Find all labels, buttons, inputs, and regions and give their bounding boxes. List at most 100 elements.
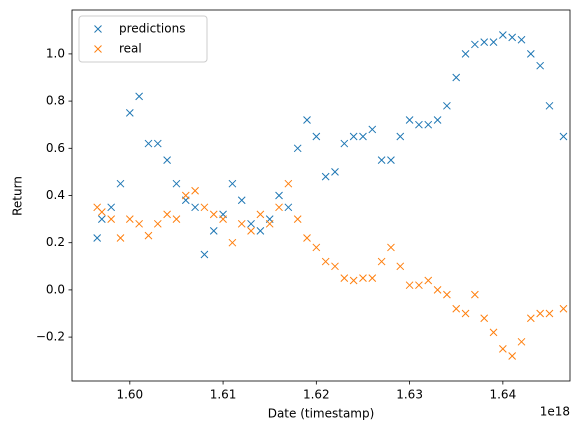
point — [275, 191, 283, 200]
point — [461, 50, 470, 58]
x-tick-label: 1.61 — [210, 388, 237, 402]
y-tick-label: 0.2 — [46, 235, 65, 249]
point — [209, 227, 218, 235]
point — [237, 196, 246, 205]
point — [153, 139, 162, 148]
x-tick-label: 1.64 — [489, 388, 516, 402]
point — [424, 120, 433, 129]
point — [377, 257, 386, 266]
y-tick-label: 0.0 — [46, 282, 65, 296]
point — [312, 243, 321, 252]
point — [321, 172, 330, 181]
legend-marker — [94, 25, 102, 33]
point — [191, 203, 199, 212]
legend-label: real — [119, 42, 142, 56]
y-tick-label: 0.4 — [46, 188, 65, 202]
point — [349, 276, 358, 285]
point — [471, 40, 479, 49]
point — [172, 215, 181, 223]
point — [331, 168, 339, 176]
point — [368, 125, 377, 134]
point — [559, 304, 568, 313]
point — [359, 132, 367, 141]
y-tick-label: 0.6 — [46, 141, 65, 155]
point — [545, 309, 554, 318]
point — [135, 92, 143, 101]
point — [331, 262, 339, 271]
y-tick-label: −0.2 — [36, 330, 65, 344]
point — [377, 156, 386, 164]
point — [480, 314, 489, 323]
legend-marker — [94, 45, 102, 53]
point — [461, 309, 470, 318]
point — [303, 234, 311, 242]
point — [209, 210, 218, 219]
point — [536, 61, 545, 70]
point — [247, 227, 255, 235]
point — [489, 328, 498, 337]
point — [163, 210, 171, 219]
point — [275, 203, 283, 212]
point — [256, 227, 265, 235]
point — [107, 215, 116, 223]
point — [284, 179, 293, 188]
point — [144, 139, 153, 148]
point — [415, 120, 423, 129]
point — [172, 179, 181, 188]
point — [545, 101, 554, 110]
point — [116, 234, 125, 242]
x-tick-label: 1.62 — [303, 388, 330, 402]
point — [433, 286, 442, 294]
point — [200, 203, 209, 212]
point — [387, 156, 395, 164]
point — [359, 274, 367, 282]
point — [387, 243, 395, 252]
point — [443, 290, 451, 299]
point — [293, 144, 302, 153]
point — [153, 219, 162, 228]
x-axis-label: Date (timestamp) — [268, 407, 375, 421]
point — [303, 116, 311, 124]
point — [247, 219, 255, 228]
point — [415, 281, 423, 290]
point — [181, 191, 190, 200]
point — [228, 179, 237, 188]
point — [340, 274, 349, 282]
point — [349, 132, 358, 141]
x-offset-label: 1e18 — [540, 405, 570, 419]
point — [97, 208, 106, 216]
point — [107, 203, 116, 212]
y-tick-label: 0.8 — [46, 94, 65, 108]
point — [163, 156, 171, 164]
legend-box — [78, 15, 208, 63]
x-tick-label: 1.63 — [396, 388, 423, 402]
point — [125, 109, 134, 117]
point — [284, 203, 293, 212]
point — [396, 132, 405, 141]
y-axis-label: Return — [11, 176, 25, 216]
point — [405, 281, 414, 290]
legend-label: predictions — [119, 22, 185, 36]
point — [405, 116, 414, 124]
point — [536, 309, 545, 318]
point — [191, 186, 199, 195]
point — [312, 132, 321, 141]
point — [125, 215, 134, 223]
point — [200, 250, 209, 259]
point — [499, 31, 507, 39]
point — [471, 290, 479, 299]
point — [228, 238, 237, 247]
point — [433, 116, 442, 124]
point — [443, 101, 451, 110]
point — [526, 314, 535, 323]
point — [508, 352, 517, 360]
x-tick-label: 1.60 — [116, 388, 143, 402]
point — [340, 139, 349, 148]
y-tick-label: 1.0 — [46, 46, 65, 60]
point — [480, 38, 489, 46]
point — [135, 219, 143, 228]
point — [219, 215, 227, 223]
point — [97, 215, 106, 223]
plot-frame — [71, 9, 571, 382]
point — [559, 132, 568, 141]
